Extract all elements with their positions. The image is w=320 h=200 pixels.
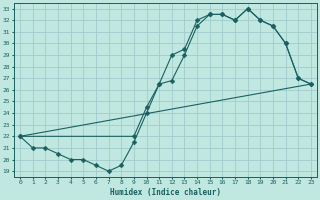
X-axis label: Humidex (Indice chaleur): Humidex (Indice chaleur) [110,188,221,197]
